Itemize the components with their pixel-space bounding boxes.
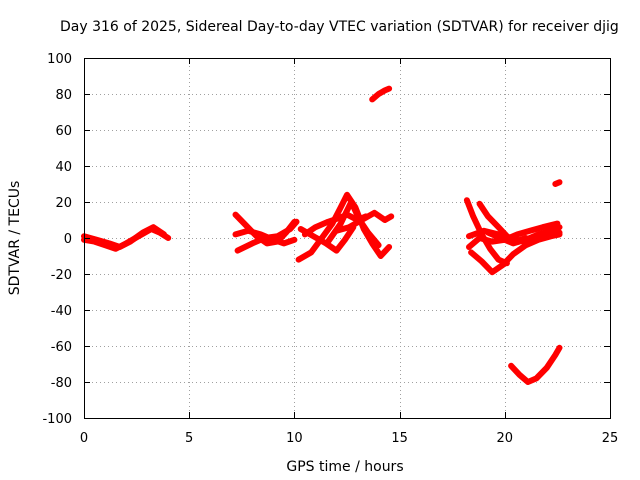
y-tick-label: 60 [55,124,72,139]
y-tick-label: -40 [51,304,72,319]
data-series [81,85,563,385]
series-track-16 [468,231,563,276]
series-track-9 [325,199,382,249]
series-track-7 [297,224,357,254]
y-tick-label: -80 [51,376,72,391]
x-tick-label: 10 [286,431,303,446]
y-tick-label: 20 [55,196,72,211]
series-track-2 [81,224,167,250]
series-track-17 [485,227,563,247]
series-track-6 [295,191,393,263]
x-tick-label: 0 [80,431,88,446]
y-tick-label: 80 [55,88,72,103]
y-tick-label: -20 [51,268,72,283]
y-axis-label: SDTVAR / TECUs [7,181,23,296]
y-tick-label: -60 [51,340,72,355]
series-track-5 [234,218,300,254]
y-tick-labels: -100 -80 -60 -40 -20 0 20 40 60 80 100 [42,52,72,427]
chart-title: Day 316 of 2025, Sidereal Day-to-day VTE… [60,19,619,35]
y-tick-label: 0 [64,232,72,247]
x-tick-label: 20 [497,431,514,446]
x-axis-label: GPS time / hours [286,459,403,475]
x-tick-label: 15 [391,431,408,446]
x-tick-labels: 0 5 10 15 20 25 [80,431,618,446]
y-tick-label: 40 [55,160,72,175]
series-track-19 [508,344,563,385]
series-track-10 [333,209,395,234]
series-track-18 [552,179,563,187]
x-tick-label: 25 [602,431,619,446]
axis-ticks [84,58,611,419]
x-tick-label: 5 [185,431,193,446]
series-track-11 [369,85,393,103]
y-tick-label: -100 [42,412,72,427]
y-tick-label: 100 [47,52,72,67]
